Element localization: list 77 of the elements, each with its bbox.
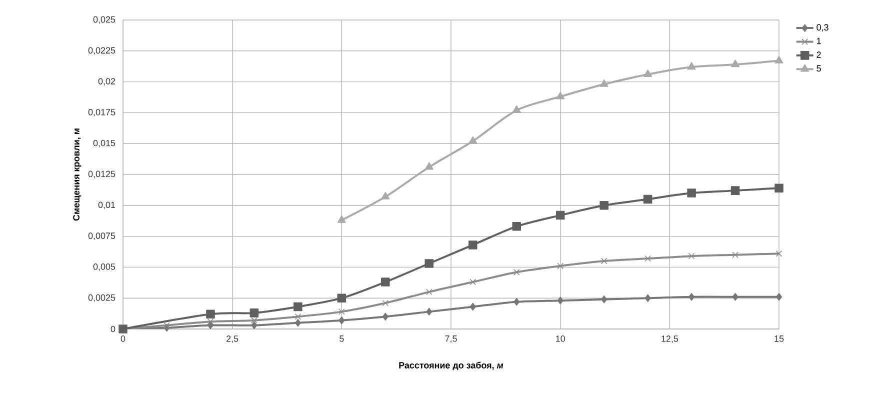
y-tick-label: 0 — [110, 326, 116, 332]
point — [776, 250, 782, 257]
point — [732, 252, 738, 258]
point — [644, 255, 652, 262]
point — [468, 240, 478, 250]
point — [338, 316, 345, 324]
point — [687, 62, 696, 70]
point — [730, 186, 740, 195]
point — [382, 312, 388, 321]
point — [600, 79, 608, 87]
point — [513, 268, 520, 276]
point — [688, 252, 695, 260]
point — [470, 278, 476, 286]
legend-label: 2 — [816, 52, 821, 58]
point — [601, 295, 608, 304]
y-tick-label: 0,0175 — [88, 108, 116, 116]
legend-label: 5 — [816, 65, 821, 72]
point — [426, 308, 432, 316]
point — [337, 294, 346, 302]
point — [688, 292, 695, 301]
point — [424, 162, 434, 170]
x-tick-label: 0 — [120, 336, 126, 342]
x-tick-label: 15 — [774, 336, 784, 342]
point — [687, 188, 696, 198]
point — [774, 184, 784, 192]
point — [294, 318, 301, 327]
y-tick-label: 0,0125 — [88, 170, 116, 178]
point — [644, 70, 652, 78]
x-tick-label: 2,5 — [226, 336, 238, 343]
point — [381, 192, 390, 200]
x-tick-label: 10 — [556, 336, 565, 342]
point — [294, 313, 302, 320]
point — [294, 302, 302, 312]
point — [250, 308, 259, 318]
point — [251, 321, 258, 330]
point — [382, 300, 389, 306]
point — [468, 136, 478, 144]
point — [732, 292, 738, 301]
y-tick-label: 0,005 — [93, 263, 116, 271]
y-tick-label: 0,01 — [98, 202, 116, 210]
point — [512, 222, 521, 231]
point — [557, 262, 564, 270]
point — [776, 292, 782, 301]
point — [643, 194, 652, 204]
point — [337, 215, 346, 223]
point — [600, 201, 608, 210]
x-tick-label: 5 — [340, 336, 344, 342]
x-tick-label: 7,5 — [445, 336, 457, 343]
point — [514, 298, 520, 306]
x-axis-title: Расстояние до забоя, м — [399, 362, 504, 370]
point — [470, 302, 476, 311]
y-tick-label: 0,0075 — [88, 232, 116, 240]
y-tick-label: 0,0225 — [88, 47, 116, 55]
y-tick-label: 0,02 — [98, 78, 116, 86]
x-tick-label: 12,5 — [662, 336, 678, 343]
point — [338, 308, 345, 315]
point — [424, 259, 434, 268]
point — [557, 296, 564, 304]
legend-label: 0,3 — [816, 24, 828, 32]
point — [164, 322, 170, 329]
point — [207, 318, 214, 325]
point — [556, 210, 565, 220]
point — [774, 56, 784, 64]
point — [426, 288, 432, 296]
point — [381, 278, 390, 286]
point — [600, 258, 608, 264]
y-tick-label: 0,015 — [93, 140, 116, 148]
point — [512, 105, 521, 113]
point — [644, 294, 651, 302]
y-tick-label: 0,025 — [93, 16, 116, 24]
legend-label: 1 — [817, 38, 821, 44]
point — [556, 92, 565, 100]
point — [250, 317, 258, 324]
y-tick-label: 0,0025 — [88, 294, 116, 302]
point — [730, 60, 740, 68]
y-axis-title: Смещения кровли, м — [73, 128, 82, 221]
point — [206, 310, 215, 319]
